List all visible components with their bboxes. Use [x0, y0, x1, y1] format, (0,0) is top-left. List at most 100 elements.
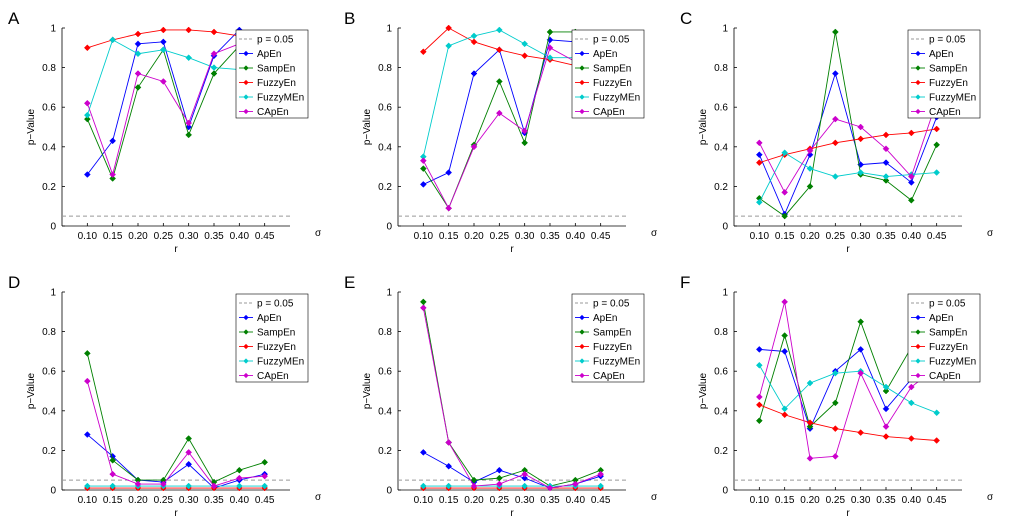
- data-point-apen: [495, 466, 503, 474]
- y-axis-label: p−Value: [362, 372, 373, 409]
- data-point-apen: [83, 171, 91, 178]
- y-tick-label: 0.4: [42, 142, 56, 153]
- data-point-apen: [781, 348, 789, 355]
- x-tick-label: 0.20: [464, 231, 484, 242]
- data-point-fuzzymen: [134, 50, 142, 58]
- legend-marker-apen: [579, 314, 585, 321]
- panel-e: E 0 0.2 0.4 0.6 0.8 1 0.10 0.15 0.20 0.25 0.30 0.35 0…: [344, 273, 658, 519]
- x-tick-label: 0.40: [566, 231, 586, 242]
- legend-label: SampEn: [257, 328, 295, 339]
- data-point-capen: [546, 484, 554, 492]
- data-point-fuzzymen: [159, 46, 167, 54]
- legend-label: FuzzyEn: [929, 78, 968, 89]
- data-point-fuzzyen: [781, 411, 789, 419]
- data-point-capen: [470, 143, 478, 151]
- y-tick-label: 0.8: [42, 327, 56, 338]
- y-tick-label: 0.4: [714, 142, 728, 153]
- x-tick-label: 0.25: [826, 231, 846, 242]
- y-tick-label: 0.2: [714, 446, 728, 457]
- data-point-capen: [907, 173, 915, 180]
- data-point-capen: [857, 369, 865, 377]
- legend-label: ApEn: [257, 313, 281, 324]
- data-point-fuzzyen: [857, 429, 865, 436]
- legend-label: CApEn: [593, 371, 625, 382]
- x-tick-label: 0.15: [439, 231, 459, 242]
- panel-letter: D: [8, 273, 20, 292]
- data-point-fuzzymen: [185, 482, 193, 490]
- y-tick-label: 1: [50, 24, 56, 35]
- y-tick-label: 0.8: [378, 63, 392, 74]
- data-point-sampen: [185, 435, 193, 442]
- x-axis-label: r: [510, 244, 514, 255]
- sigma-label: σ: [987, 492, 994, 503]
- series-line-fuzzymen: [758, 152, 937, 203]
- data-point-fuzzymen: [83, 111, 91, 119]
- series-line-capen: [86, 43, 240, 177]
- series-line-apen: [758, 71, 938, 216]
- legend-marker-apen: [243, 314, 249, 321]
- data-point-sampen: [109, 175, 117, 182]
- panel-letter: F: [680, 273, 690, 292]
- legend-label: ApEn: [593, 49, 617, 60]
- x-tick-label: 0.40: [902, 231, 922, 242]
- data-point-fuzzyen: [159, 26, 167, 34]
- legend-label: FuzzyMEn: [593, 93, 640, 104]
- data-point-fuzzymen: [781, 149, 789, 157]
- data-point-capen: [109, 171, 117, 178]
- x-tick-label: 0.35: [876, 231, 896, 242]
- data-point-fuzzyen: [134, 30, 142, 38]
- series-line-apen: [759, 348, 937, 430]
- data-point-fuzzymen: [521, 40, 529, 48]
- legend: p = 0.05 ApEn SampEn FuzzyEn FuzzyMEn CApEn: [571, 293, 645, 383]
- data-point-apen: [134, 40, 142, 48]
- legend-label: FuzzyEn: [257, 78, 296, 89]
- data-point-apen: [419, 449, 427, 456]
- data-point-fuzzymen: [495, 26, 503, 34]
- sigma-label: σ: [651, 228, 658, 239]
- y-tick-label: 1: [386, 24, 392, 35]
- x-axis-label: r: [846, 508, 850, 519]
- data-point-capen: [159, 78, 167, 85]
- x-tick-label: 0.25: [154, 231, 174, 242]
- data-point-sampen: [831, 28, 839, 36]
- x-tick-label: 0.20: [464, 495, 484, 506]
- data-point-apen: [470, 70, 478, 77]
- data-point-capen: [445, 204, 453, 212]
- data-point-fuzzymen: [445, 482, 453, 490]
- legend-label: SampEn: [593, 64, 631, 75]
- x-tick-label: 0.10: [750, 495, 770, 506]
- y-tick-label: 0.8: [378, 327, 392, 338]
- y-tick-label: 0.6: [378, 367, 392, 378]
- legend-label: FuzzyEn: [929, 342, 968, 353]
- data-point-apen: [882, 405, 890, 413]
- legend-marker-fuzzyen: [915, 79, 921, 86]
- panel-letter: C: [680, 9, 692, 28]
- data-point-capen: [806, 147, 814, 155]
- x-axis-label: r: [174, 244, 178, 255]
- data-point-sampen: [210, 70, 218, 77]
- data-point-apen: [831, 70, 839, 77]
- series-line-capen: [758, 101, 938, 194]
- y-tick-label: 1: [722, 288, 728, 299]
- x-tick-label: 0.10: [750, 231, 770, 242]
- sigma-label: σ: [315, 228, 322, 239]
- y-tick-label: 0.2: [42, 182, 56, 193]
- legend-marker-fuzzyen: [243, 79, 249, 86]
- data-point-fuzzyen: [755, 401, 763, 409]
- data-point-fuzzymen: [597, 482, 605, 490]
- data-point-sampen: [235, 466, 243, 474]
- y-tick-label: 0.4: [42, 406, 56, 417]
- data-point-fuzzyen: [445, 24, 453, 32]
- panel-f: F 0 0.2 0.4 0.6 0.8 1 0.10 0.15 0.20 0.25 0.30 0.35 0…: [680, 273, 994, 519]
- data-point-sampen: [907, 196, 915, 204]
- data-point-apen: [445, 169, 453, 176]
- series-line-fuzzyen: [759, 128, 937, 164]
- data-point-fuzzymen: [755, 361, 763, 369]
- data-point-sampen: [781, 332, 789, 339]
- panel-letter: E: [344, 273, 355, 292]
- data-point-fuzzyen: [882, 433, 890, 440]
- legend-box: [907, 29, 981, 119]
- x-tick-label: 0.10: [414, 231, 434, 242]
- data-point-fuzzymen: [781, 405, 789, 413]
- legend-marker-fuzzymen: [243, 94, 249, 100]
